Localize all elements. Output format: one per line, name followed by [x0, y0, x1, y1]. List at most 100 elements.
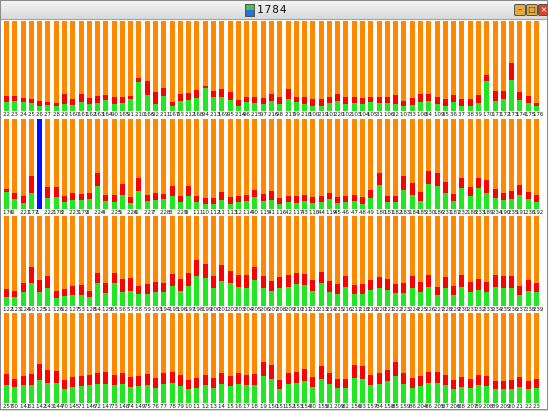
bar-3-44[interactable]: [368, 313, 373, 403]
bar-1-33[interactable]: [277, 119, 282, 209]
bar-0-13[interactable]: [112, 21, 117, 111]
bar-3-33[interactable]: [277, 313, 282, 403]
bar-3-39[interactable]: [327, 313, 332, 403]
bar-0-23[interactable]: [194, 21, 199, 111]
bar-2-59[interactable]: [493, 216, 498, 306]
bar-1-46[interactable]: [385, 119, 390, 209]
bar-3-47[interactable]: [393, 313, 398, 403]
bar-3-54[interactable]: [451, 313, 456, 403]
bar-2-0[interactable]: [4, 216, 9, 306]
bar-3-15[interactable]: [128, 313, 133, 403]
bar-2-8[interactable]: [70, 216, 75, 306]
bar-0-43[interactable]: [360, 21, 365, 111]
bar-2-33[interactable]: [277, 216, 282, 306]
bar-3-42[interactable]: [352, 313, 357, 403]
bar-3-14[interactable]: [120, 313, 125, 403]
bar-2-17[interactable]: [145, 216, 150, 306]
bar-0-16[interactable]: [136, 21, 141, 111]
bar-0-49[interactable]: [410, 21, 415, 111]
bar-1-2[interactable]: [21, 119, 26, 209]
bar-0-6[interactable]: [54, 21, 59, 111]
bar-3-62[interactable]: [517, 313, 522, 403]
bar-2-12[interactable]: [103, 216, 108, 306]
bar-3-23[interactable]: [194, 313, 199, 403]
bar-2-56[interactable]: [468, 216, 473, 306]
bar-3-63[interactable]: [526, 313, 531, 403]
bar-0-47[interactable]: [393, 21, 398, 111]
bar-1-40[interactable]: [335, 119, 340, 209]
bar-2-5[interactable]: [45, 216, 50, 306]
bar-0-7[interactable]: [62, 21, 67, 111]
bar-3-31[interactable]: [261, 313, 266, 403]
bar-1-18[interactable]: [153, 119, 158, 209]
bar-3-41[interactable]: [343, 313, 348, 403]
bar-3-61[interactable]: [509, 313, 514, 403]
close-button[interactable]: ×: [538, 4, 548, 16]
bar-3-55[interactable]: [459, 313, 464, 403]
bar-3-13[interactable]: [112, 313, 117, 403]
maximize-button[interactable]: □: [526, 4, 538, 16]
bar-3-4[interactable]: [37, 313, 42, 403]
bar-0-22[interactable]: [186, 21, 191, 111]
bar-0-35[interactable]: [294, 21, 299, 111]
bar-2-31[interactable]: [261, 216, 266, 306]
bar-0-5[interactable]: [45, 21, 50, 111]
bar-0-17[interactable]: [145, 21, 150, 111]
bar-1-13[interactable]: [112, 119, 117, 209]
bar-1-20[interactable]: [170, 119, 175, 209]
bar-0-51[interactable]: [426, 21, 431, 111]
bar-2-36[interactable]: [302, 216, 307, 306]
bar-0-42[interactable]: [352, 21, 357, 111]
bar-2-4[interactable]: [37, 216, 42, 306]
bar-1-62[interactable]: [517, 119, 522, 209]
bar-1-12[interactable]: [103, 119, 108, 209]
bar-0-59[interactable]: [493, 21, 498, 111]
bar-2-14[interactable]: [120, 216, 125, 306]
bar-0-26[interactable]: [219, 21, 224, 111]
bar-0-62[interactable]: [517, 21, 522, 111]
bar-1-47[interactable]: [393, 119, 398, 209]
bar-2-58[interactable]: [484, 216, 489, 306]
bar-2-63[interactable]: [526, 216, 531, 306]
bar-3-9[interactable]: [79, 313, 84, 403]
bar-2-38[interactable]: [319, 216, 324, 306]
bar-1-36[interactable]: [302, 119, 307, 209]
bar-1-59[interactable]: [493, 119, 498, 209]
bar-0-33[interactable]: [277, 21, 282, 111]
bar-1-15[interactable]: [128, 119, 133, 209]
bar-1-63[interactable]: [526, 119, 531, 209]
bar-1-24[interactable]: [203, 119, 208, 209]
bar-2-16[interactable]: [136, 216, 141, 306]
bar-1-37[interactable]: [310, 119, 315, 209]
bar-1-35[interactable]: [294, 119, 299, 209]
bar-0-40[interactable]: [335, 21, 340, 111]
bar-2-64[interactable]: [534, 216, 539, 306]
bar-3-53[interactable]: [443, 313, 448, 403]
bar-0-52[interactable]: [435, 21, 440, 111]
bar-3-60[interactable]: [501, 313, 506, 403]
bar-2-55[interactable]: [459, 216, 464, 306]
bar-3-57[interactable]: [476, 313, 481, 403]
bar-3-24[interactable]: [203, 313, 208, 403]
bar-1-25[interactable]: [211, 119, 216, 209]
bar-3-22[interactable]: [186, 313, 191, 403]
bar-3-50[interactable]: [418, 313, 423, 403]
bar-3-25[interactable]: [211, 313, 216, 403]
bar-1-8[interactable]: [70, 119, 75, 209]
bar-0-25[interactable]: [211, 21, 216, 111]
bar-0-27[interactable]: [228, 21, 233, 111]
bar-3-51[interactable]: [426, 313, 431, 403]
bar-2-47[interactable]: [393, 216, 398, 306]
bar-3-12[interactable]: [103, 313, 108, 403]
bar-2-34[interactable]: [286, 216, 291, 306]
bar-3-28[interactable]: [236, 313, 241, 403]
bar-3-20[interactable]: [170, 313, 175, 403]
bar-0-29[interactable]: [244, 21, 249, 111]
bar-2-44[interactable]: [368, 216, 373, 306]
bar-2-9[interactable]: [79, 216, 84, 306]
bar-2-15[interactable]: [128, 216, 133, 306]
bar-3-21[interactable]: [178, 313, 183, 403]
bar-3-6[interactable]: [54, 313, 59, 403]
bar-2-24[interactable]: [203, 216, 208, 306]
bar-0-39[interactable]: [327, 21, 332, 111]
